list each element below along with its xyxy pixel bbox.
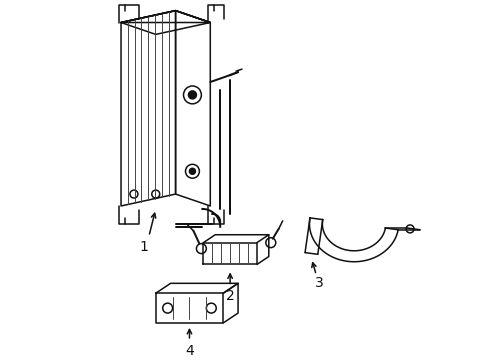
Text: 4: 4 (185, 344, 194, 358)
Text: 3: 3 (315, 276, 324, 290)
Circle shape (196, 244, 206, 253)
Text: 2: 2 (226, 289, 235, 303)
Circle shape (186, 164, 199, 178)
Circle shape (206, 303, 216, 313)
Circle shape (130, 190, 138, 198)
Text: 1: 1 (140, 240, 148, 254)
Circle shape (189, 91, 196, 99)
Circle shape (152, 190, 160, 198)
Circle shape (406, 225, 414, 233)
Circle shape (266, 238, 276, 248)
Circle shape (184, 86, 201, 104)
Circle shape (190, 168, 196, 174)
Circle shape (163, 303, 172, 313)
